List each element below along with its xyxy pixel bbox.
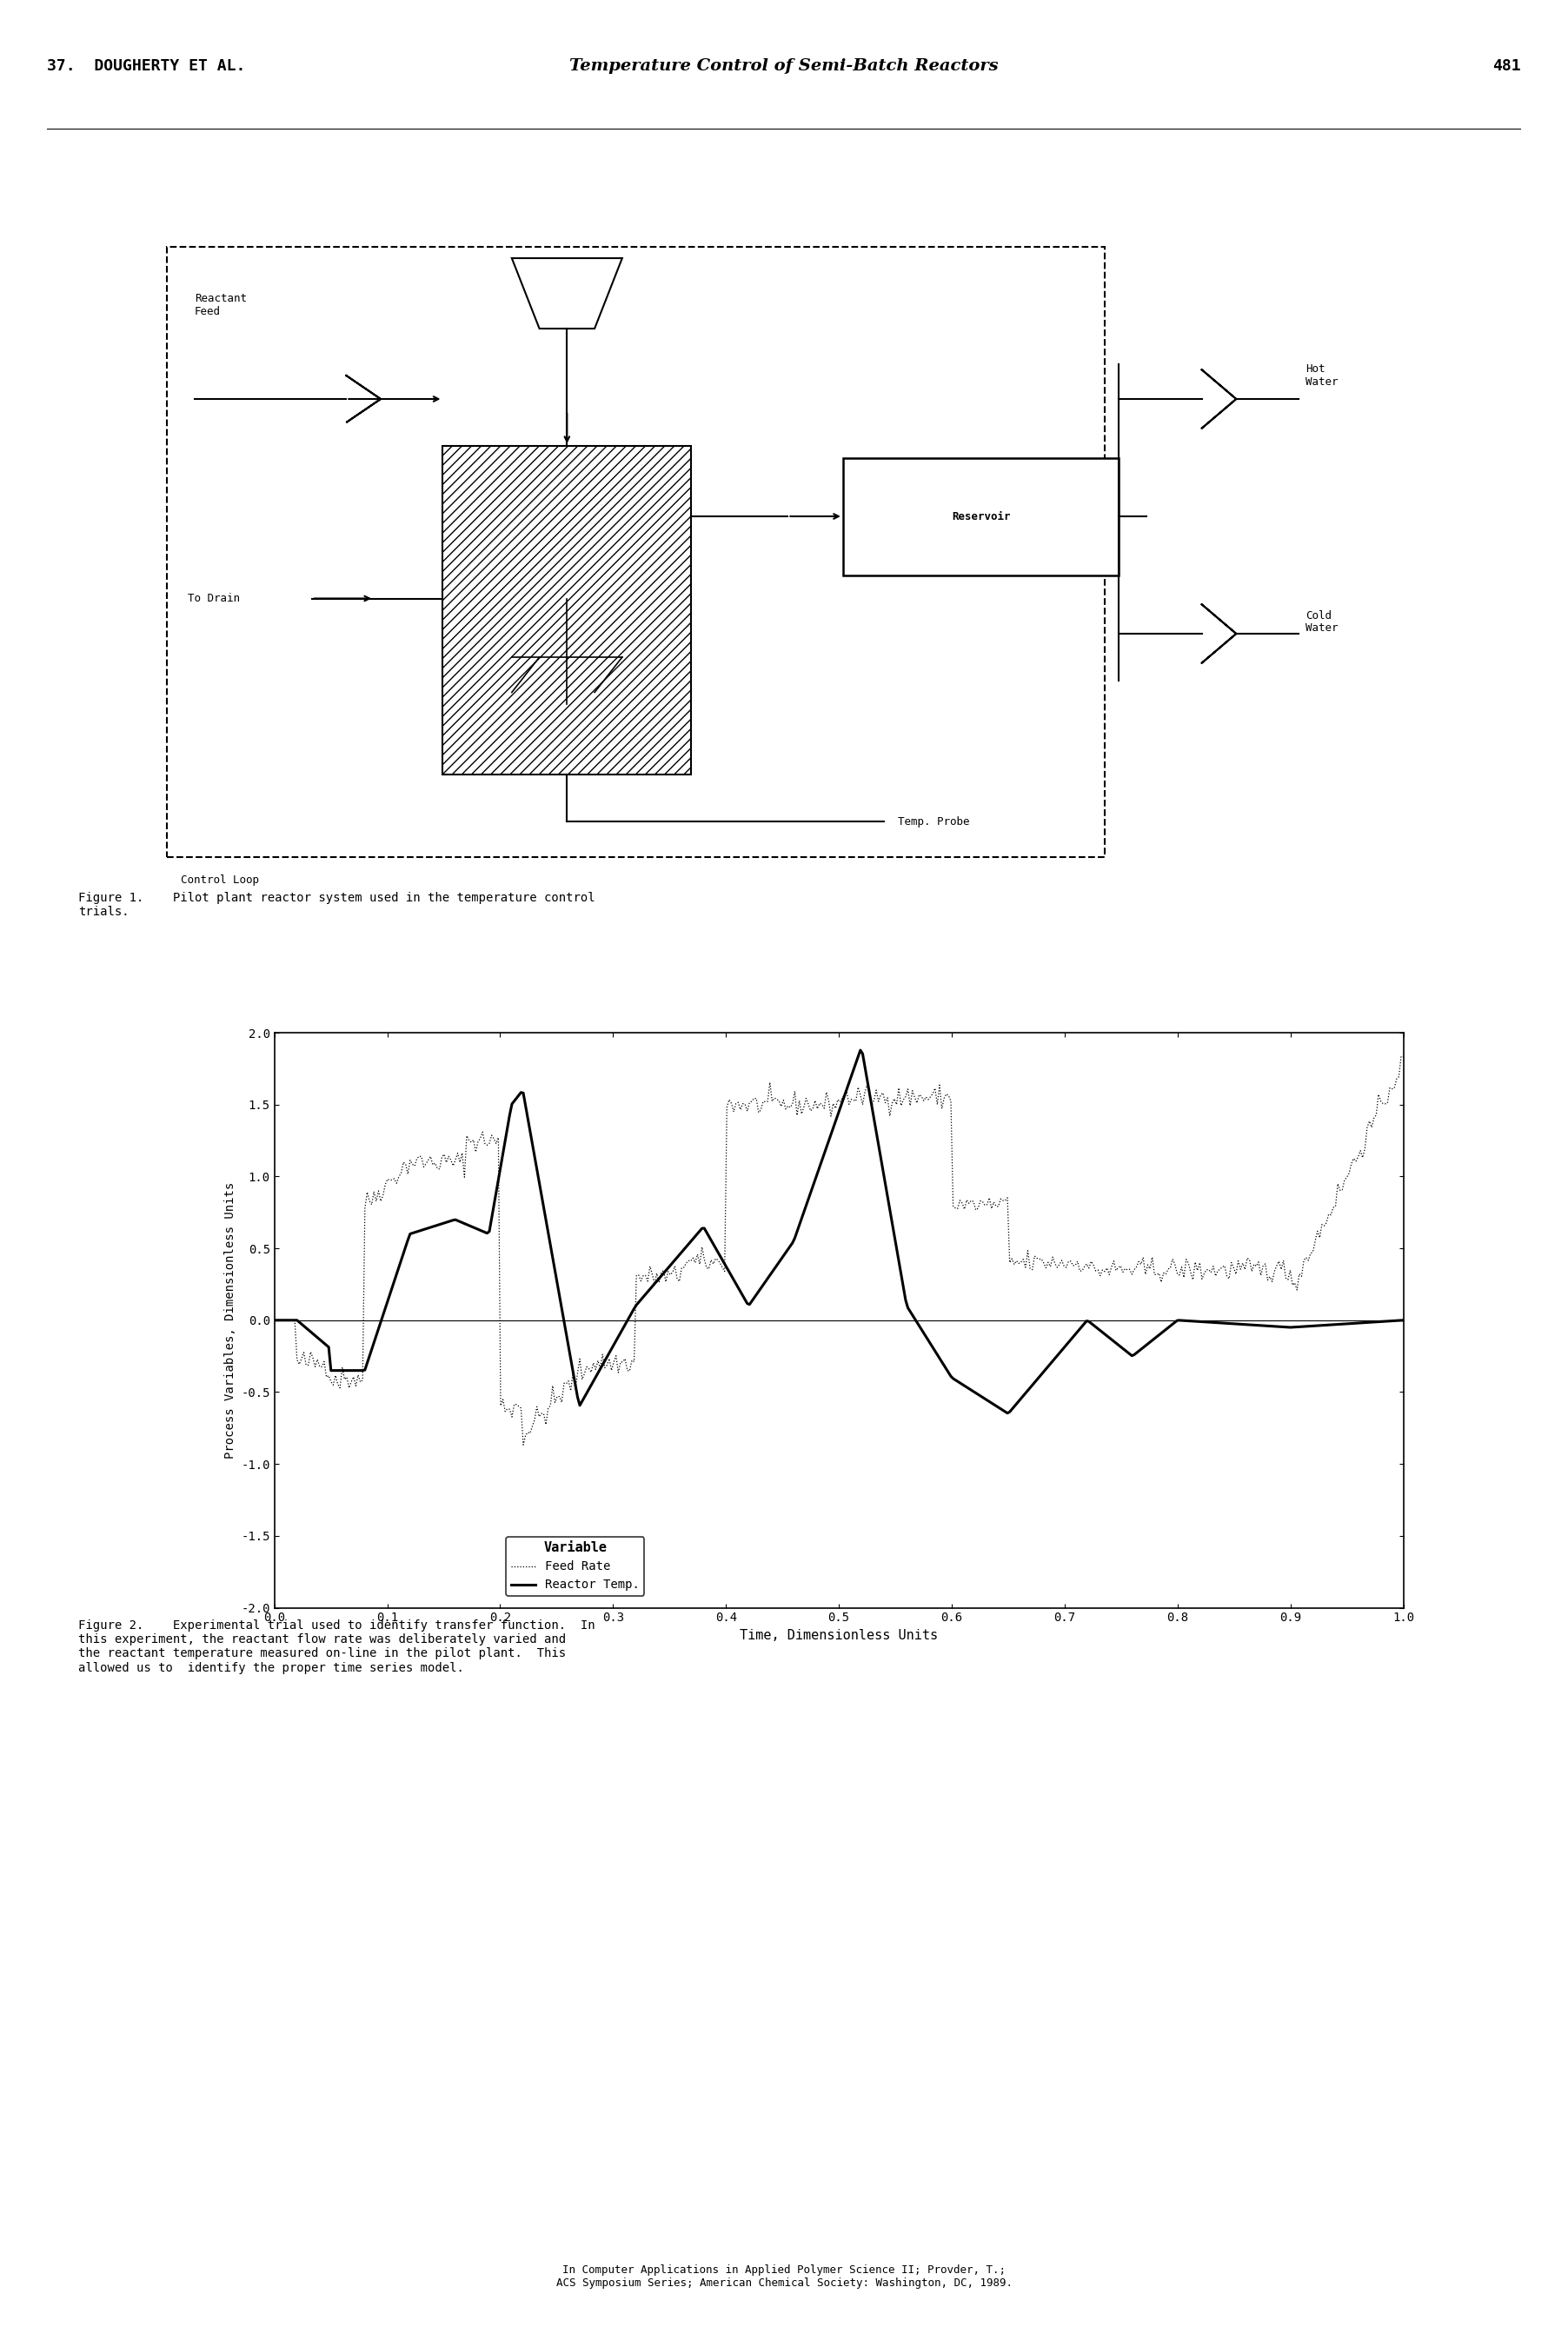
Text: To Drain: To Drain [188,594,240,603]
Text: Cold
Water: Cold Water [1305,610,1338,634]
Text: Figure 2.    Experimental trial used to identify transfer function.  In
this exp: Figure 2. Experimental trial used to ide… [78,1619,596,1673]
Text: Figure 1.    Pilot plant reactor system used in the temperature control
trials.: Figure 1. Pilot plant reactor system use… [78,892,596,918]
Text: 481: 481 [1493,59,1521,73]
Bar [844,458,1120,575]
Y-axis label: Process Variables, Dimensionless Units: Process Variables, Dimensionless Units [224,1183,237,1457]
Text: Reactant
Feed: Reactant Feed [194,293,246,317]
Text: Temperature Control of Semi-Batch Reactors: Temperature Control of Semi-Batch Reacto… [569,59,999,73]
Text: Hot
Water: Hot Water [1305,364,1338,387]
Text: Temp. Probe: Temp. Probe [898,817,971,826]
Legend: Feed Rate, Reactor Temp.: Feed Rate, Reactor Temp. [506,1537,644,1596]
Text: 37.  DOUGHERTY ET AL.: 37. DOUGHERTY ET AL. [47,59,246,73]
Text: In Computer Applications in Applied Polymer Science II; Provder, T.;
ACS Symposi: In Computer Applications in Applied Poly… [555,2265,1013,2288]
Bar [166,246,1105,857]
Text: Reservoir: Reservoir [952,512,1010,521]
Text: Control Loop: Control Loop [180,875,259,885]
Polygon shape [511,258,622,329]
Bar [442,446,691,775]
X-axis label: Time, Dimensionless Units: Time, Dimensionless Units [740,1629,938,1643]
